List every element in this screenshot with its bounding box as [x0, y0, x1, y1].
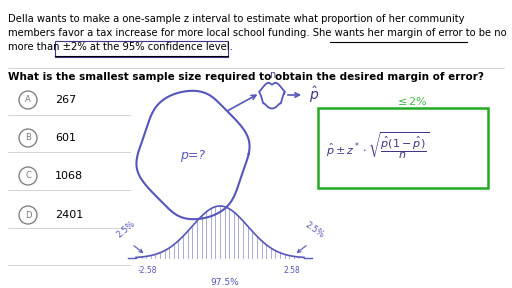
Text: 1068: 1068	[55, 171, 83, 181]
Text: What is the smallest sample size required to obtain the desired margin of error?: What is the smallest sample size require…	[8, 72, 484, 82]
Text: -2.58: -2.58	[138, 266, 158, 275]
Text: members favor a tax increase for more local school funding. She wants her margin: members favor a tax increase for more lo…	[8, 28, 507, 38]
Text: $\leq 2\%$: $\leq 2\%$	[395, 95, 428, 107]
FancyBboxPatch shape	[318, 108, 488, 188]
Text: 2401: 2401	[55, 210, 83, 220]
Text: 2.5%: 2.5%	[303, 221, 326, 240]
Text: C: C	[25, 171, 31, 181]
Text: Della wants to make a one-sample z interval to estimate what proportion of her c: Della wants to make a one-sample z inter…	[8, 14, 464, 24]
Text: n: n	[269, 70, 275, 80]
Text: 97.5%: 97.5%	[210, 278, 240, 287]
Text: A: A	[25, 96, 31, 105]
Text: 2.5%: 2.5%	[115, 219, 137, 240]
Text: p=?: p=?	[181, 149, 205, 162]
Text: $\hat{p}$: $\hat{p}$	[309, 85, 319, 105]
Text: 267: 267	[55, 95, 76, 105]
Text: B: B	[25, 134, 31, 143]
Text: 601: 601	[55, 133, 76, 143]
Text: D: D	[25, 211, 31, 219]
Text: 2.58: 2.58	[284, 266, 301, 275]
Text: more than ±2% at the 95% confidence level.: more than ±2% at the 95% confidence leve…	[8, 42, 233, 52]
Text: $\hat{p} \pm z^* \cdot \sqrt{\dfrac{\hat{p}(1-\hat{p})}{n}}$: $\hat{p} \pm z^* \cdot \sqrt{\dfrac{\hat…	[326, 131, 429, 161]
